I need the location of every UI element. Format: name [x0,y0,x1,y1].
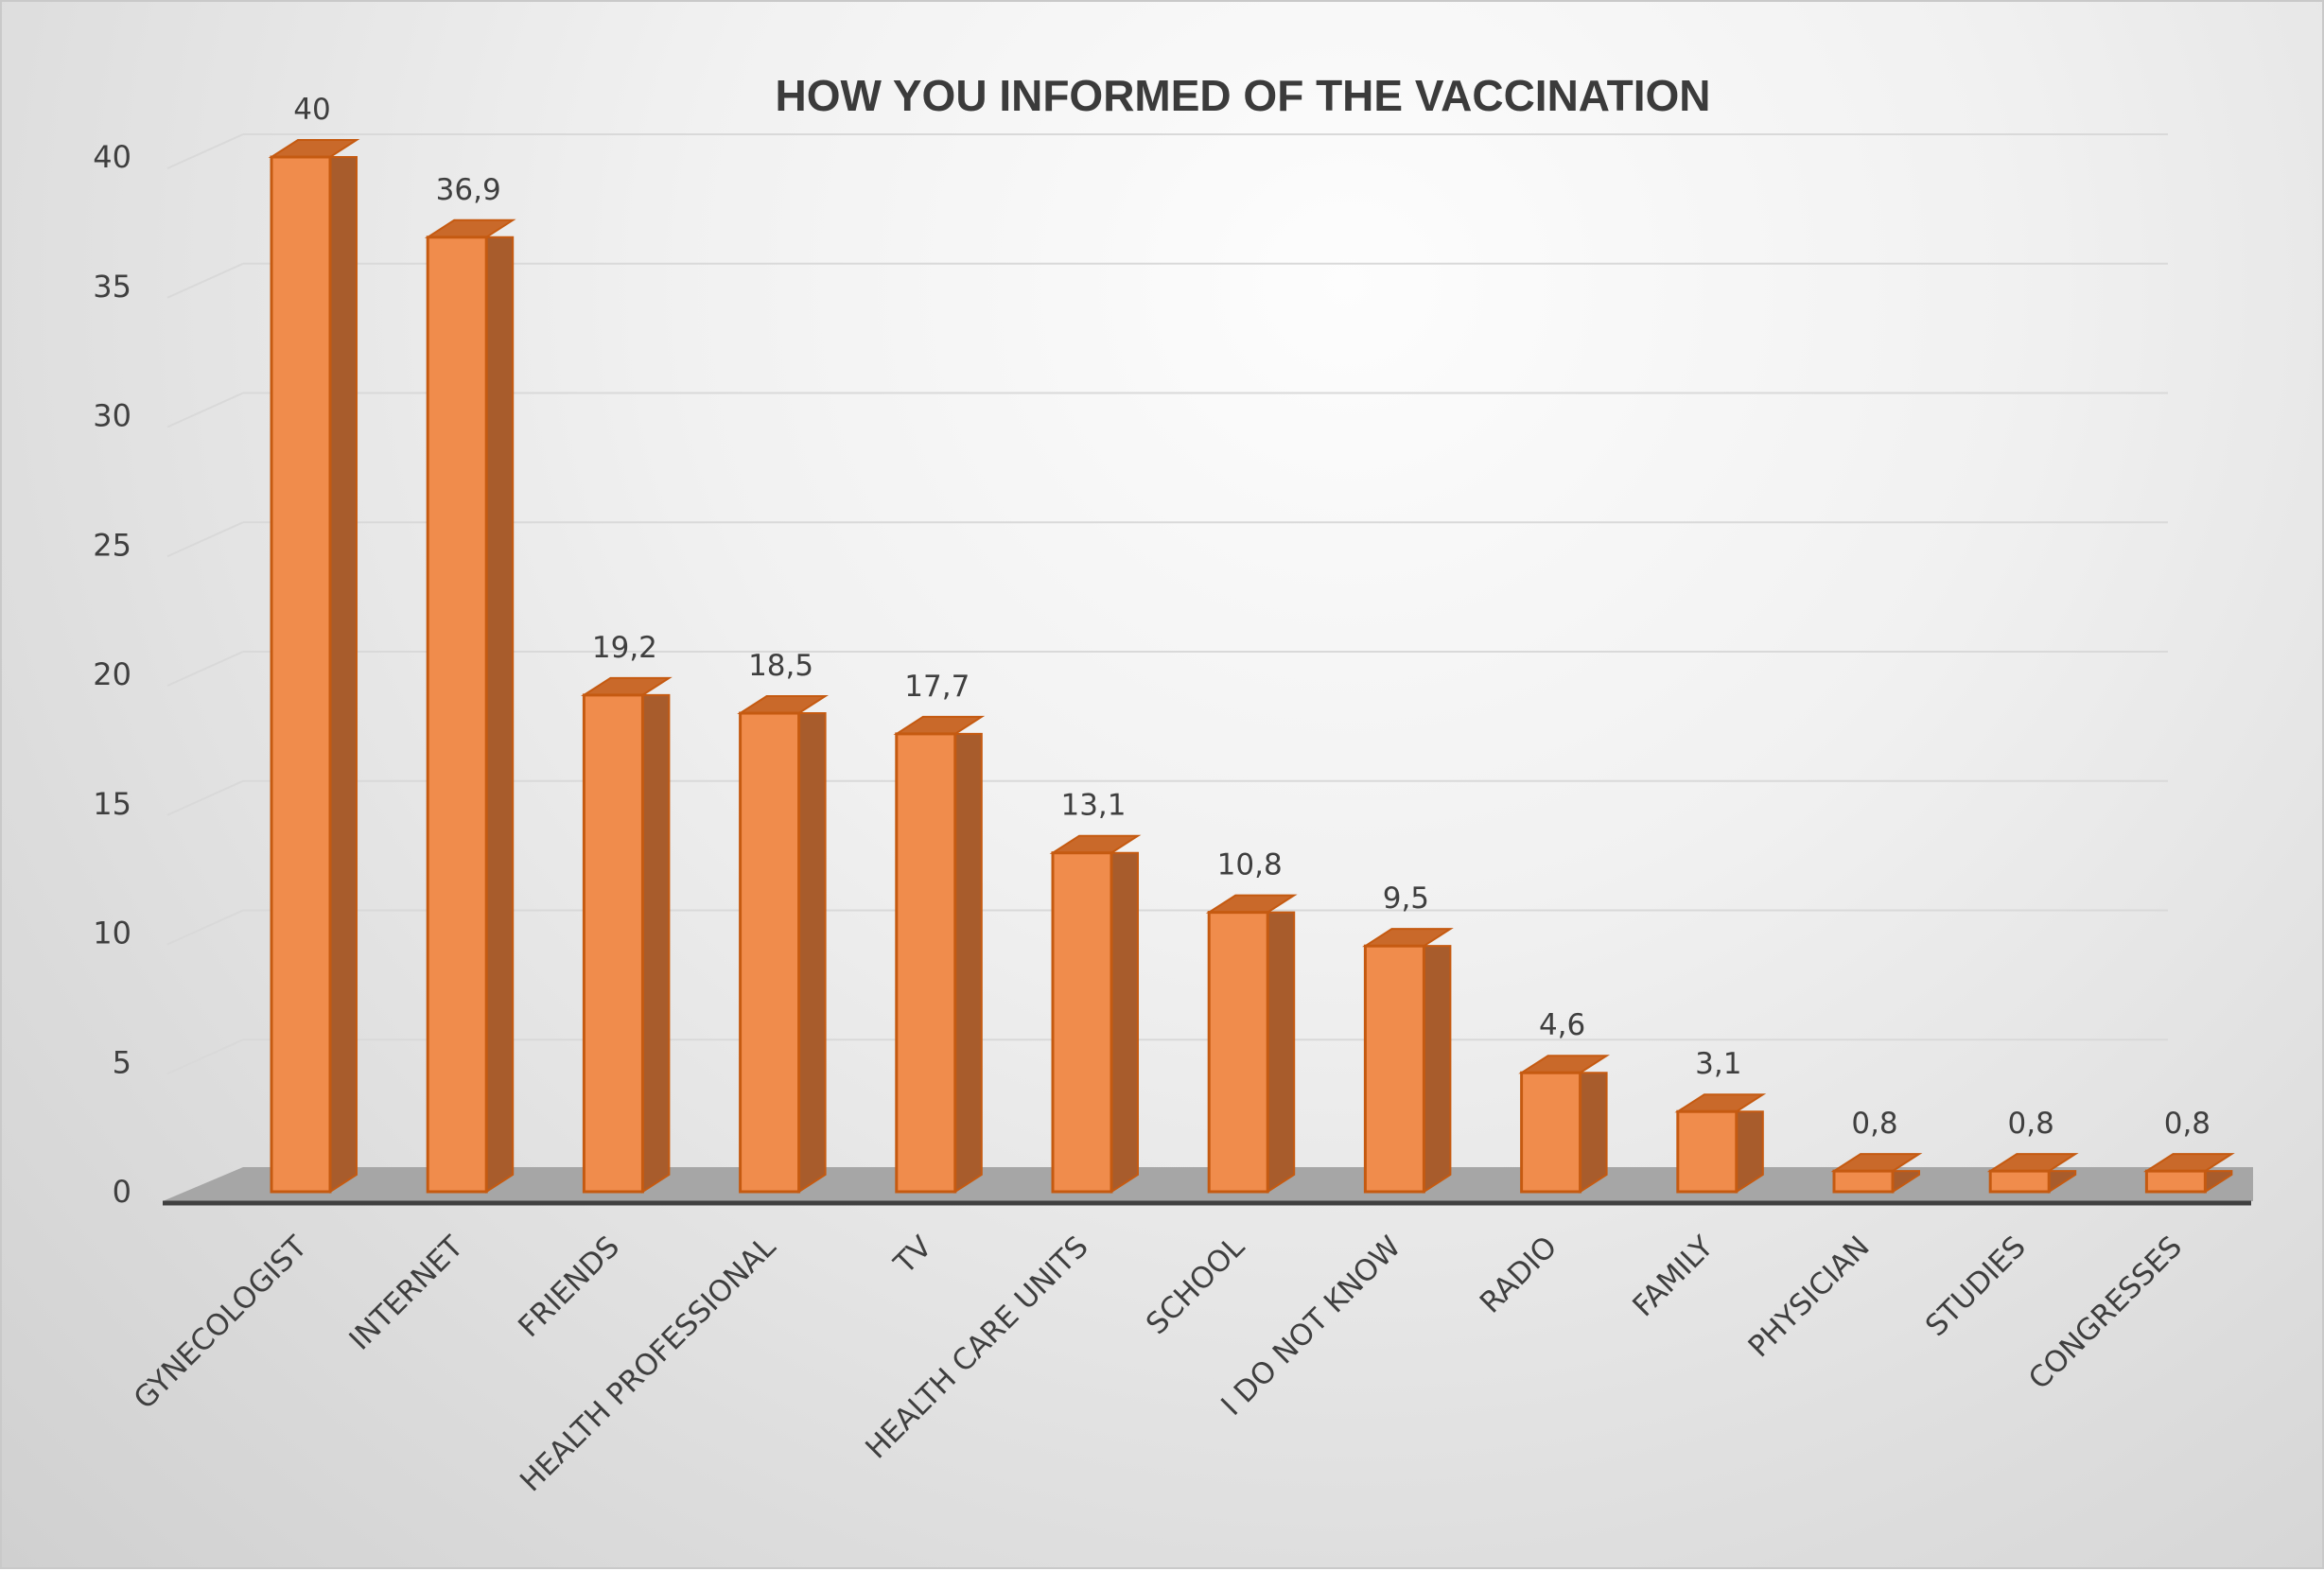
bar-top [580,676,673,696]
data-label: 0,8 [1851,1107,1897,1141]
gridline-side [166,133,244,169]
x-tick-label: HEALTH CARE UNITS [859,1230,1094,1465]
bar-side [1579,1072,1608,1194]
bar [2142,1153,2235,1194]
x-tick-label: CONGRESSES [2022,1230,2189,1396]
gridline-side [166,779,244,816]
bar-front [1051,851,1113,1194]
bar [1830,1153,1923,1194]
y-tick-label: 40 [93,139,131,175]
bar-side [1423,945,1452,1194]
bar [580,676,673,1194]
gridline-side [166,521,244,558]
data-label: 4,6 [1539,1008,1585,1042]
bar-side [485,236,515,1194]
bar-front [426,236,488,1194]
y-axis-ticks: 0 5 10 15 20 25 30 35 40 [93,139,131,1210]
data-label: 10,8 [1217,848,1283,882]
y-tick-label: 5 [113,1044,131,1080]
data-label: 0,8 [2164,1107,2210,1141]
bar-front [2144,1169,2207,1194]
bar-front [270,155,332,1194]
bar-top [424,218,516,238]
bar-top [737,695,830,715]
bar-front [1520,1071,1582,1194]
data-label: 13,1 [1060,789,1126,823]
data-label: 18,5 [748,649,813,683]
y-tick-label: 20 [93,656,131,692]
bar [893,715,986,1194]
data-label: 9,5 [1383,882,1429,916]
bar-side [329,156,358,1194]
bar-top [1361,928,1454,948]
x-tick-label: INTERNET [342,1229,470,1356]
bar [268,139,360,1194]
x-tick-label: PHYSICIAN [1742,1230,1877,1364]
data-label: 19,2 [592,631,657,665]
bar [1674,1093,1767,1194]
bar [1361,928,1454,1194]
x-tick-label: STUDIES [1919,1230,2033,1343]
x-tick-label: RADIO [1474,1230,1564,1319]
bar-top [1518,1055,1611,1074]
bar [1986,1153,2079,1194]
bar-top [1674,1093,1767,1113]
bars [268,139,2235,1194]
y-tick-label: 25 [93,527,131,563]
gridline-side [166,909,244,946]
y-tick-label: 0 [113,1174,131,1210]
bar-front [1363,944,1425,1194]
bar [737,695,830,1194]
gridline-side [166,262,244,299]
bar [1518,1055,1611,1194]
data-label: 36,9 [436,173,501,207]
bar [1205,894,1298,1194]
data-label: 17,7 [904,670,970,704]
x-tick-label: TV [887,1230,939,1282]
gridline-side [166,392,244,428]
bar-front [1832,1169,1895,1194]
y-tick-label: 35 [93,269,131,305]
bar-front [1988,1169,2051,1194]
bar [424,218,516,1194]
bar-front [582,693,644,1194]
bar [1049,834,1142,1194]
data-label: 3,1 [1695,1047,1741,1081]
x-tick-label: HEALTH PROFESSIONAL [514,1230,783,1499]
bar-side [1110,851,1139,1194]
bar-front [895,732,957,1194]
y-tick-label: 30 [93,398,131,434]
bar-top [1049,834,1142,854]
y-tick-label: 10 [93,916,131,951]
bar-front [1207,911,1269,1194]
bar-front [739,711,801,1194]
x-tick-label: FRIENDS [512,1230,626,1344]
y-tick-label: 15 [93,786,131,822]
gridline-side [166,1039,244,1075]
bar-side [1267,911,1296,1194]
data-label: 0,8 [2008,1107,2054,1141]
gridline-side [166,651,244,687]
bar-side [797,712,827,1194]
gridlines [166,133,2168,1075]
data-labels: 40 36,9 19,2 18,5 17,7 13,1 10,8 9,5 4,6 3,1 0,8 0,… [293,93,2210,1141]
bar-side [953,732,983,1194]
bar-top [893,715,986,735]
data-label: 40 [293,93,330,127]
x-tick-label: GYNECOLOGIST [128,1229,315,1416]
chart-title: HOW YOU INFORMED OF THE VACCINATION [776,71,1711,120]
x-tick-label: FAMILY [1626,1230,1720,1323]
bar-side [641,693,671,1194]
bar-top [268,139,360,158]
bar-front [1676,1109,1739,1194]
x-tick-label: SCHOOL [1140,1230,1251,1341]
